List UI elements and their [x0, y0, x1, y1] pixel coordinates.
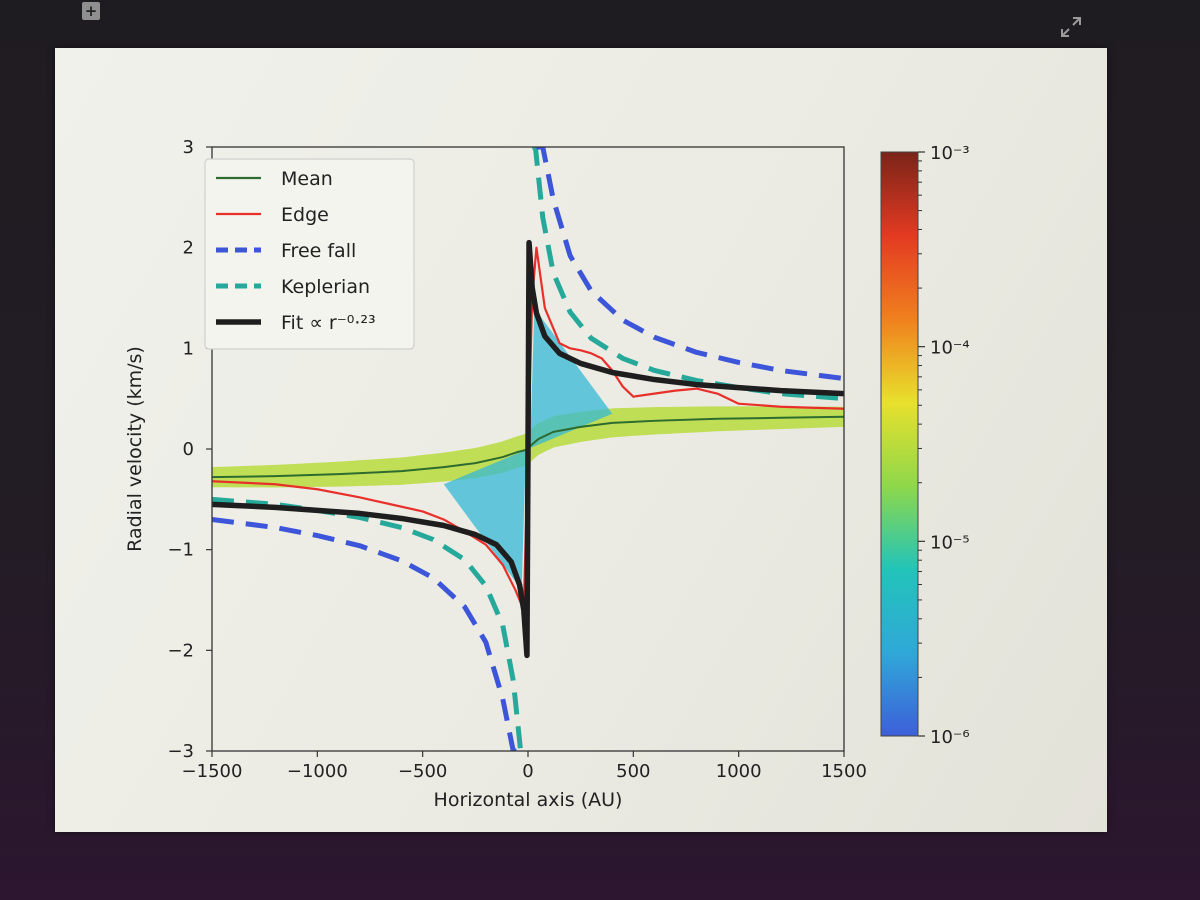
series-line-keplerian-left [212, 496, 524, 751]
series-line-fit-r [212, 239, 844, 659]
legend-label: Fit ∝ r⁻⁰·²³ [281, 312, 376, 334]
series-line-free-fall-right [536, 147, 844, 382]
y-tick-label: 2 [183, 238, 194, 259]
x-tick-label: 1000 [716, 761, 762, 782]
colorbar-tick-label: 10⁻⁴ [930, 338, 970, 359]
chart: −1500 −1000 −500 0 500 1000 1500 −3 −2 −1 0 1 2 3 Ho… [124, 137, 970, 811]
y-tick-label: 3 [183, 137, 194, 158]
colorbar-gradient [880, 151, 919, 737]
x-axis-label: Horizontal axis (AU) [434, 789, 623, 811]
x-tick-label: −1500 [182, 761, 243, 782]
y-axis-ticks: −3 −2 −1 0 1 2 3 [167, 137, 212, 762]
colorbar-tick-label: 10⁻⁶ [930, 727, 970, 748]
x-tick-label: 0 [522, 761, 533, 782]
y-tick-label: 1 [183, 338, 194, 359]
legend-label: Free fall [281, 240, 356, 262]
series-line-keplerian-right [532, 147, 844, 402]
x-tick-label: 1500 [821, 761, 867, 782]
y-tick-label: −3 [167, 741, 194, 762]
colorbar: 10⁻³ 10⁻⁴ 10⁻⁵ 10⁻⁶ [880, 143, 970, 748]
y-tick-label: −2 [167, 640, 194, 661]
legend-label: Mean [281, 168, 333, 190]
y-axis-label: Radial velocity (km/s) [124, 346, 146, 552]
x-tick-label: −1000 [287, 761, 348, 782]
y-tick-label: 0 [183, 439, 194, 460]
colorbar-tick-label: 10⁻⁵ [930, 532, 970, 553]
x-axis-ticks: −1500 −1000 −500 0 500 1000 1500 [182, 751, 867, 782]
x-tick-label: −500 [398, 761, 447, 782]
colorbar-tick-label: 10⁻³ [930, 143, 970, 164]
x-tick-label: 500 [616, 761, 650, 782]
legend: Mean Edge Free fall Keplerian Fit ∝ r⁻⁰·²³ [204, 158, 415, 350]
series-line-edge [212, 246, 844, 612]
fullscreen-icon[interactable] [1058, 14, 1084, 40]
legend-label: Keplerian [281, 276, 370, 298]
legend-box [204, 158, 415, 350]
legend-label: Edge [281, 204, 329, 226]
series-line-free-fall-left [212, 516, 520, 751]
plot-panel: −1500 −1000 −500 0 500 1000 1500 −3 −2 −1 0 1 2 3 Ho… [55, 48, 1107, 832]
expand-button[interactable]: + [82, 2, 100, 20]
y-tick-label: −1 [167, 540, 194, 561]
